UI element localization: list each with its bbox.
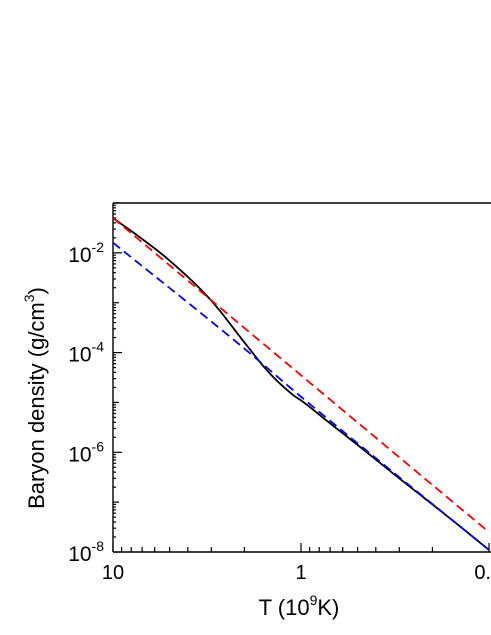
- series-line-3: [113, 241, 490, 551]
- y-tick-label-base: 10: [68, 443, 91, 466]
- y-tick-label-base: 10: [68, 344, 91, 367]
- y-axis-title-sup: 3: [21, 294, 37, 302]
- series-line-2: [113, 217, 490, 533]
- y-axis-title: Baryon density (g/cm3): [21, 287, 49, 509]
- x-ticks: [112, 543, 490, 552]
- series-line-1: [113, 217, 490, 551]
- x-tick-label: 10: [102, 562, 124, 584]
- y-tick-label: 10-8: [68, 538, 104, 566]
- x-tick-label: 0.: [474, 562, 491, 584]
- series-group: [113, 217, 490, 551]
- y-axis-title-prefix: Baryon density (g/cm: [24, 302, 49, 509]
- y-tick-label-base: 10: [68, 543, 91, 566]
- y-tick-label: 10-4: [68, 339, 104, 367]
- x-axis-title-prefix: T (10: [259, 595, 310, 620]
- x-tick-label: 1: [295, 562, 306, 584]
- y-axis-title-suffix: ): [24, 287, 49, 294]
- y-tick-label-exponent: -8: [92, 538, 105, 554]
- x-axis-title-sup: 9: [310, 592, 318, 608]
- y-tick-label: 10-6: [68, 438, 104, 466]
- plot-frame: [112, 202, 491, 553]
- y-tick-labels: 10-210-410-610-8: [68, 239, 104, 566]
- y-tick-label-exponent: -4: [92, 339, 105, 355]
- y-tick-label: 10-2: [68, 239, 104, 267]
- x-axis-title-suffix: K): [317, 595, 339, 620]
- x-tick-labels: 10 1 0.: [102, 562, 491, 584]
- x-axis-title: T (109K): [259, 592, 340, 620]
- y-tick-label-exponent: -2: [92, 239, 105, 255]
- y-tick-label-exponent: -6: [92, 438, 105, 454]
- y-tick-label-base: 10: [68, 244, 91, 267]
- y-ticks: [113, 202, 122, 553]
